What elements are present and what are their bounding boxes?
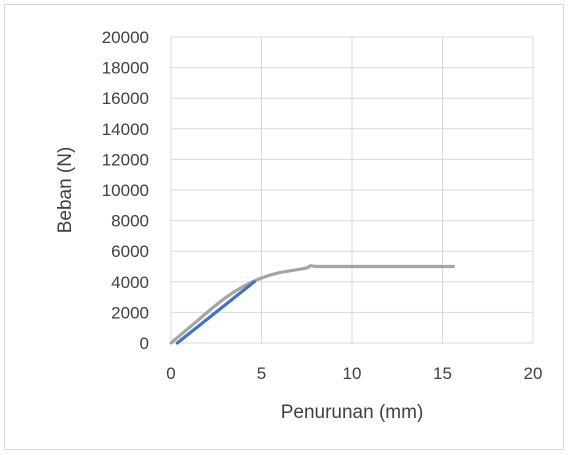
y-tick-label: 12000 (102, 150, 149, 169)
y-tick-label: 0 (140, 334, 149, 353)
y-tick-label: 8000 (111, 212, 149, 231)
y-tick-label: 14000 (102, 120, 149, 139)
gridlines (170, 36, 534, 344)
chart-frame (4, 4, 564, 450)
y-axis-title: Beban (N) (55, 147, 76, 234)
x-tick-label: 15 (433, 364, 452, 383)
x-tick-label: 0 (166, 364, 175, 383)
y-axis-ticks: 0 2000 4000 6000 8000 10000 12000 14000 16000 180… (102, 28, 149, 353)
series-line-2 (175, 280, 256, 345)
x-axis-title: Penurunan (mm) (281, 402, 424, 423)
series-line-1 (169, 264, 455, 345)
y-tick-label: 18000 (102, 59, 149, 78)
series-lines (169, 264, 455, 345)
y-tick-label: 10000 (102, 181, 149, 200)
x-tick-label: 10 (343, 364, 362, 383)
y-tick-label: 6000 (111, 242, 149, 261)
y-tick-label: 4000 (111, 273, 149, 292)
y-tick-label: 20000 (102, 28, 149, 47)
y-tick-label: 2000 (111, 303, 149, 322)
x-tick-label: 5 (257, 364, 266, 383)
x-axis-ticks: 0 5 10 15 20 (166, 364, 542, 383)
x-tick-label: 20 (524, 364, 543, 383)
y-tick-label: 16000 (102, 89, 149, 108)
